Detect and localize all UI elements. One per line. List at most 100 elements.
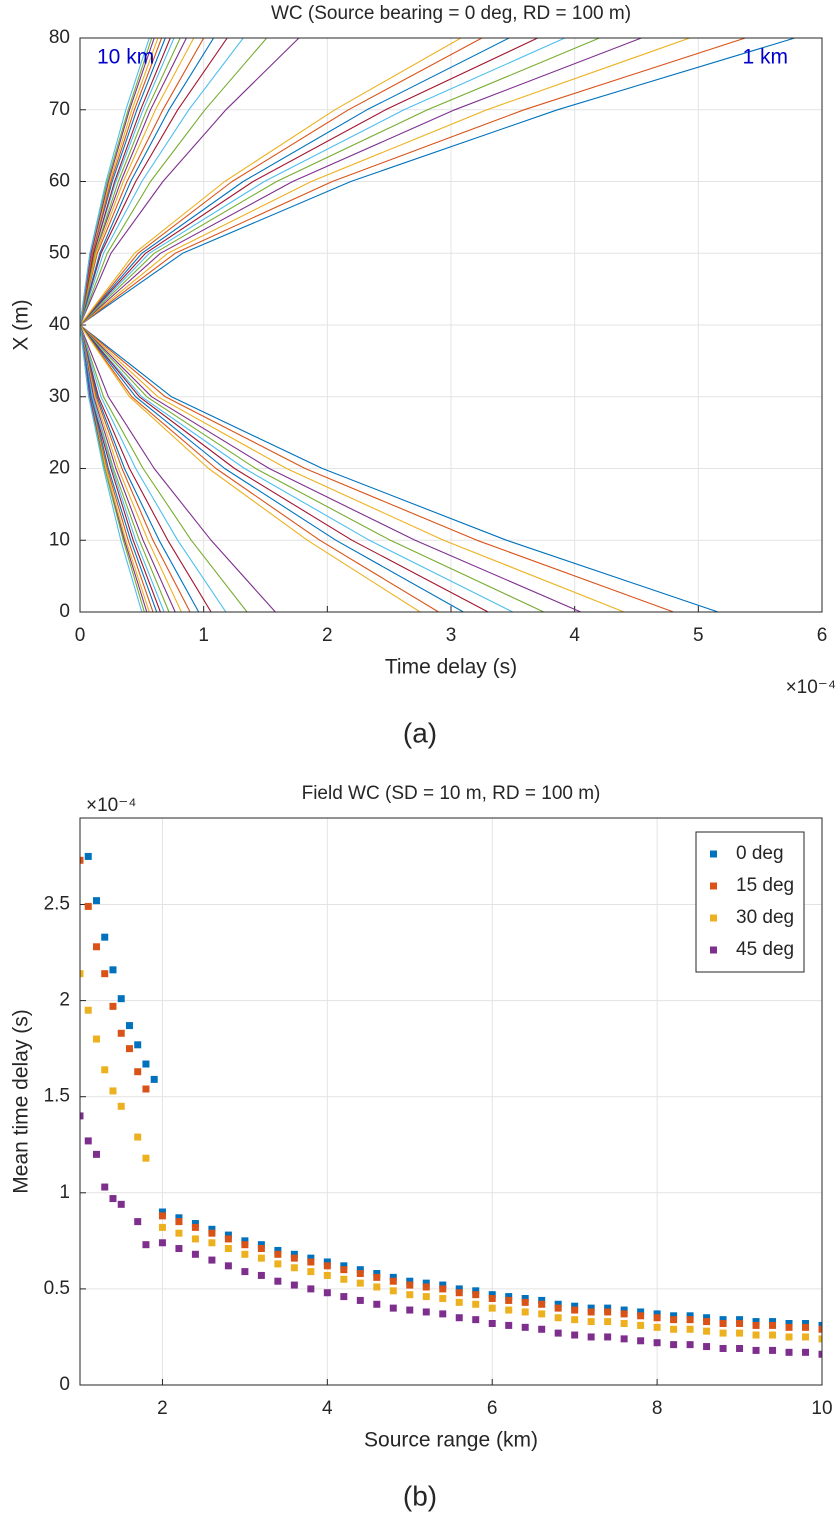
point	[587, 1333, 595, 1341]
point	[653, 1323, 661, 1331]
point	[505, 1293, 513, 1301]
axes-box	[79, 817, 823, 1386]
point	[818, 1321, 822, 1329]
point	[101, 1066, 109, 1074]
point	[175, 1218, 183, 1226]
point	[175, 1214, 183, 1222]
point	[241, 1241, 249, 1249]
point	[472, 1287, 480, 1295]
point	[356, 1296, 364, 1304]
x-tick-label: 4	[322, 1398, 333, 1419]
point	[571, 1331, 579, 1339]
point	[191, 1250, 199, 1258]
x-tick-label: 3	[446, 625, 457, 646]
point	[323, 1262, 331, 1270]
point	[752, 1318, 760, 1326]
y-tick-label: 40	[49, 314, 70, 335]
curve	[80, 38, 600, 612]
curve	[80, 38, 746, 612]
point	[158, 1208, 166, 1216]
curve	[80, 38, 510, 612]
point	[134, 1218, 142, 1226]
point	[620, 1310, 628, 1318]
point	[571, 1302, 579, 1310]
point	[686, 1325, 694, 1333]
caption: (b)	[403, 1480, 437, 1511]
point	[80, 856, 84, 864]
point	[785, 1323, 793, 1331]
point	[439, 1281, 447, 1289]
y-tick-label: 30	[49, 386, 70, 407]
point	[274, 1250, 282, 1258]
point	[406, 1277, 414, 1285]
point	[208, 1256, 216, 1264]
point	[134, 1041, 142, 1049]
curve	[80, 38, 159, 612]
curve	[80, 38, 244, 612]
point	[356, 1270, 364, 1278]
point	[521, 1298, 529, 1306]
point	[92, 1035, 100, 1043]
point	[604, 1318, 612, 1326]
curve	[80, 38, 462, 612]
point	[290, 1250, 298, 1258]
plot-marks	[80, 38, 795, 612]
point	[117, 1029, 125, 1037]
point	[422, 1293, 430, 1301]
point	[736, 1344, 744, 1352]
point	[224, 1262, 232, 1270]
point	[554, 1314, 562, 1322]
point	[109, 1195, 117, 1203]
curve	[80, 38, 268, 612]
x-tick-label: 2	[157, 1398, 168, 1419]
point	[92, 897, 100, 905]
point	[274, 1277, 282, 1285]
point	[554, 1304, 562, 1312]
point	[505, 1321, 513, 1329]
point	[208, 1239, 216, 1247]
curve	[80, 38, 228, 612]
chart-title: WC (Source bearing = 0 deg, RD = 100 m)	[271, 3, 631, 24]
point	[142, 1085, 150, 1093]
point	[208, 1225, 216, 1233]
point	[653, 1339, 661, 1347]
legend-marker	[710, 850, 717, 858]
point	[158, 1223, 166, 1231]
point	[117, 1200, 125, 1208]
point	[274, 1260, 282, 1268]
point	[554, 1329, 562, 1337]
point	[323, 1258, 331, 1266]
point	[307, 1285, 315, 1293]
point	[637, 1308, 645, 1316]
curve	[80, 38, 166, 612]
axes-box	[79, 37, 823, 613]
point	[719, 1319, 727, 1327]
point	[620, 1306, 628, 1314]
point	[752, 1321, 760, 1329]
point	[422, 1308, 430, 1316]
curve	[80, 38, 155, 612]
point	[439, 1295, 447, 1303]
point	[554, 1300, 562, 1308]
curve	[80, 38, 642, 612]
point	[620, 1319, 628, 1327]
point	[290, 1281, 298, 1289]
point	[785, 1319, 793, 1327]
point	[620, 1335, 628, 1343]
point	[505, 1306, 513, 1314]
point	[373, 1283, 381, 1291]
point	[150, 1075, 158, 1083]
point	[818, 1350, 822, 1358]
point	[307, 1258, 315, 1266]
annotation: 1 km	[742, 46, 788, 69]
exponent-label: ×10⁻⁴	[786, 677, 836, 698]
point	[637, 1321, 645, 1329]
y-tick-label: 1.5	[44, 1086, 70, 1107]
point	[802, 1333, 810, 1341]
point	[257, 1271, 265, 1279]
x-tick-label: 4	[569, 625, 580, 646]
curve	[80, 38, 300, 612]
point	[769, 1318, 777, 1326]
point	[117, 1102, 125, 1110]
point	[521, 1323, 529, 1331]
